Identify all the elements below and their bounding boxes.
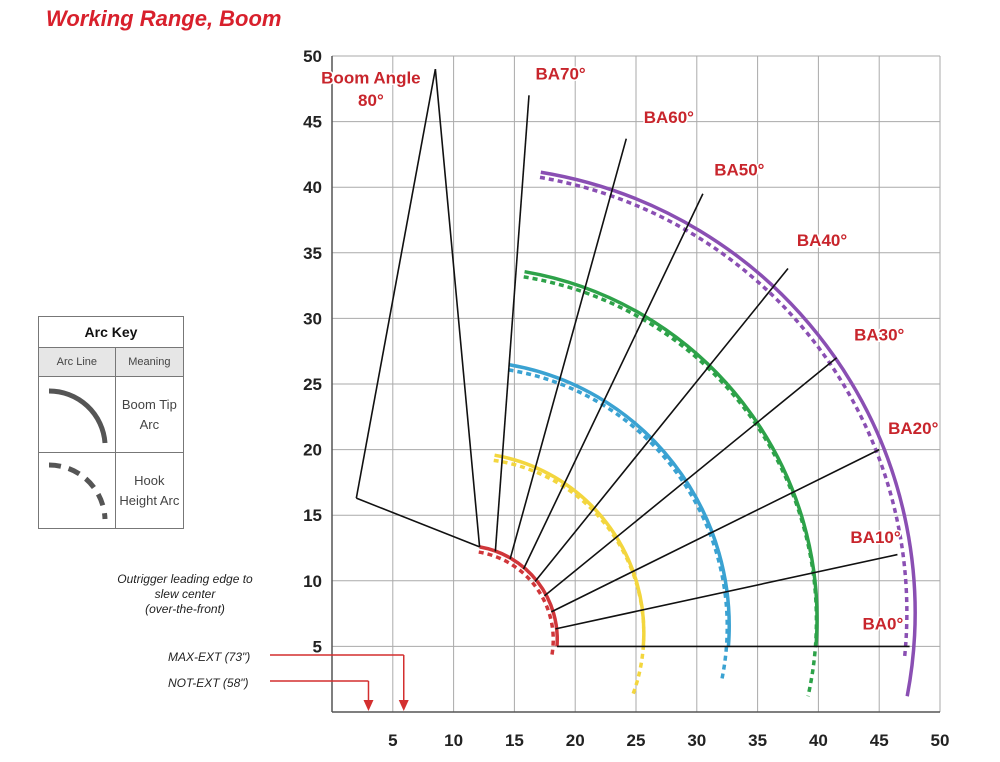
dashed-arc-icon	[48, 462, 108, 520]
boom-tip-arc	[509, 363, 731, 647]
outrigger-arrowhead	[398, 700, 409, 711]
boom-angle-label: BA70°	[535, 65, 585, 84]
boom-tip-arc-meaning: Boom Tip Arc	[114, 376, 185, 453]
boom-angle-line	[543, 357, 838, 597]
boom-angle-label: BA10°	[850, 528, 900, 547]
page-title: Working Range, Boom	[46, 6, 282, 31]
x-tick-label: 5	[388, 731, 397, 750]
boom-angle-label: BA30°	[854, 326, 904, 345]
boom-angle-label: BA0°	[862, 614, 903, 633]
hook-height-arc	[508, 368, 729, 681]
outrigger-note: Outrigger leading edge to slew center (o…	[117, 572, 253, 616]
not-ext-label: NOT-EXT (58")	[168, 676, 249, 690]
meaning-header: Meaning	[114, 347, 185, 377]
hook-height-arc-meaning: Hook Height Arc	[114, 452, 185, 529]
boom-angle-label: BA40°	[797, 231, 847, 250]
boom-angle-line	[522, 193, 704, 570]
x-tick-label: 30	[687, 731, 706, 750]
x-tick-label: 25	[627, 731, 646, 750]
boom-angle-label: BA20°	[888, 419, 938, 438]
hook-height-arc	[523, 275, 819, 697]
y-tick-label: 25	[303, 375, 322, 394]
x-tick-label: 50	[931, 731, 950, 750]
y-tick-label: 15	[303, 506, 322, 525]
dashed-arc-swatch	[38, 452, 116, 529]
y-tick-label: 45	[303, 113, 322, 132]
x-tick-label: 10	[444, 731, 463, 750]
boom-angle-line	[494, 95, 530, 552]
y-tick-label: 10	[303, 572, 322, 591]
boom-tip-arc	[524, 269, 819, 647]
boom-tip-arc	[479, 545, 559, 647]
y-tick-label: 30	[303, 309, 322, 328]
boom-base-line	[356, 497, 480, 548]
solid-arc-icon	[48, 388, 108, 444]
y-tick-label: 5	[313, 637, 322, 656]
boom-80-line	[355, 68, 437, 499]
x-tick-label: 40	[809, 731, 828, 750]
y-tick-label: 50	[303, 47, 322, 66]
outrigger-arrowhead	[363, 700, 374, 711]
hook-height-arc	[478, 550, 555, 658]
boom-angle-line	[534, 268, 789, 582]
boom-angle-line	[550, 448, 880, 613]
arc-key-table: Arc Key Arc Line Meaning Boom Tip Arc Ho…	[38, 316, 185, 529]
x-tick-label: 20	[566, 731, 585, 750]
x-tick-label: 35	[748, 731, 767, 750]
boom-angle-label: BA50°	[714, 160, 764, 179]
x-tick-label: 15	[505, 731, 524, 750]
boom-angle-label: BA60°	[644, 108, 694, 127]
boom-tip-arc	[540, 170, 917, 697]
y-tick-label: 40	[303, 178, 322, 197]
hook-height-arc	[493, 458, 646, 697]
max-ext-label: MAX-EXT (73")	[168, 650, 251, 664]
boom-angle-line	[509, 138, 628, 560]
x-tick-label: 45	[870, 731, 889, 750]
boom-angle-line	[555, 553, 898, 630]
boom-angle-line	[434, 69, 481, 547]
boom-angle-label: Boom Angle	[321, 69, 420, 88]
boom-angle-label: 80°	[358, 91, 384, 110]
y-tick-label: 20	[303, 441, 322, 460]
y-tick-label: 35	[303, 244, 322, 263]
